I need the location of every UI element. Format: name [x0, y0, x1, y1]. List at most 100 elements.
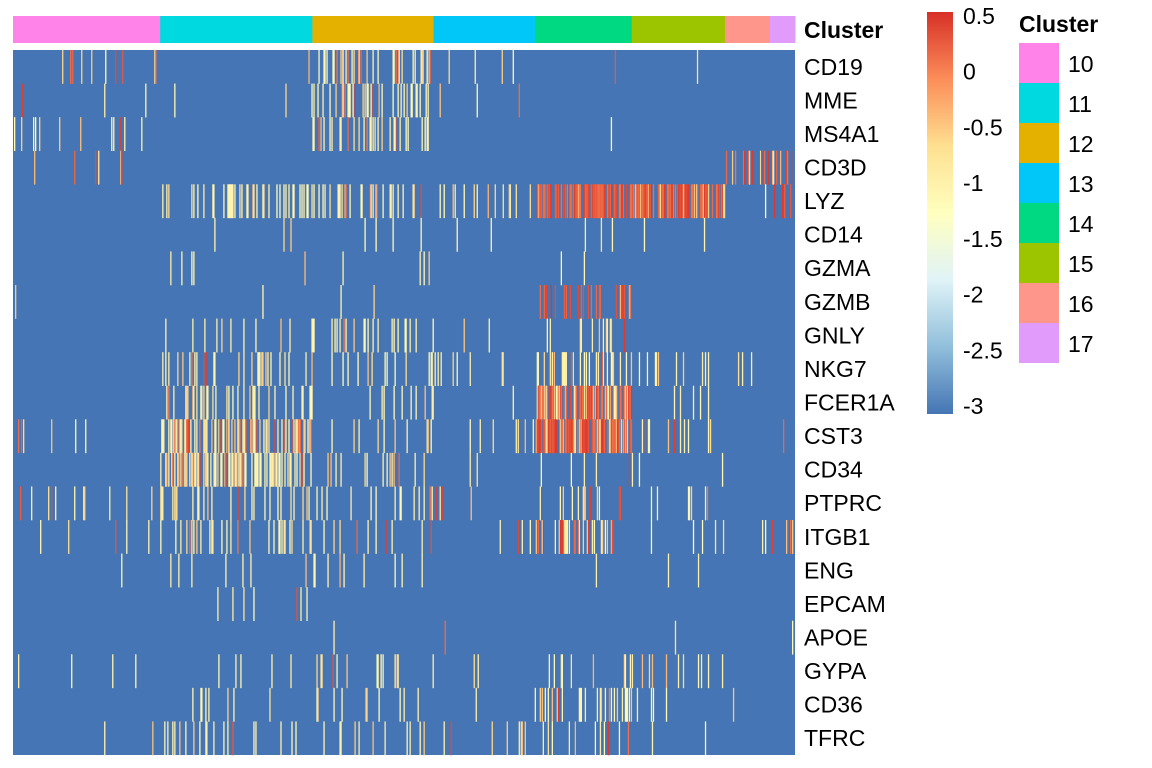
heatmap-cell [551, 352, 553, 387]
heatmap-cell [786, 150, 789, 185]
heatmap-cell [606, 184, 609, 219]
heatmap-cell [197, 452, 199, 487]
heatmap-cell [602, 352, 605, 387]
heatmap-cell [307, 419, 309, 454]
heatmap-cell [71, 654, 73, 689]
heatmap-cell [562, 486, 565, 521]
heatmap-cell [576, 419, 579, 454]
heatmap-cell [473, 184, 475, 219]
heatmap-cell [80, 117, 82, 152]
heatmap-cell [239, 419, 241, 454]
heatmap-cell [721, 452, 724, 487]
heatmap-cell [215, 385, 217, 420]
heatmap-cell [574, 520, 577, 554]
legend-label: 14 [1068, 211, 1094, 237]
heatmap-cell [597, 184, 600, 219]
heatmap-cell [565, 419, 568, 454]
heatmap-cell [311, 352, 313, 387]
heatmap-cell [186, 452, 188, 487]
heatmap-cell [539, 285, 541, 319]
heatmap-cell [338, 184, 340, 219]
heatmap-cell [235, 452, 237, 487]
heatmap-cell [212, 184, 214, 219]
heatmap-cell [327, 553, 329, 588]
heatmap-cell [296, 452, 298, 487]
heatmap-cell [401, 50, 403, 84]
heatmap-cell [616, 385, 619, 420]
heatmap-cell [160, 452, 162, 487]
heatmap-cell [285, 419, 287, 454]
heatmap-cell [214, 217, 216, 252]
heatmap-cell [198, 452, 200, 487]
heatmap-cell [393, 318, 395, 353]
heatmap-cell [290, 217, 292, 252]
heatmap-cell [586, 520, 589, 554]
heatmap-cell [536, 385, 538, 420]
heatmap-cell [623, 318, 626, 353]
heatmap-cell [392, 184, 394, 219]
heatmap-cell [550, 285, 552, 319]
heatmap-cell [280, 721, 282, 756]
heatmap-cell [331, 419, 333, 454]
heatmap-cell [542, 184, 544, 219]
heatmap-cell [561, 352, 564, 387]
heatmap-cell [298, 419, 300, 454]
heatmap-cell [332, 654, 334, 689]
heatmap-cell [199, 419, 201, 454]
heatmap-cell [277, 486, 279, 521]
heatmap-cell [115, 520, 117, 554]
heatmap-cell [340, 452, 342, 487]
heatmap-cell [81, 50, 83, 84]
heatmap-cell [238, 352, 240, 387]
colorbar-tick-label: -2.5 [963, 337, 1003, 363]
heatmap-cell [271, 654, 273, 689]
heatmap-cell [291, 520, 293, 554]
heatmap-cell [545, 419, 547, 454]
heatmap-cell [561, 419, 564, 454]
heatmap-cell [725, 150, 728, 185]
heatmap-cell [301, 385, 303, 420]
heatmap-cell [546, 419, 548, 454]
heatmap-cell [428, 50, 430, 84]
heatmap-cell [599, 184, 602, 219]
heatmap-cell [781, 184, 784, 219]
heatmap-cell [393, 50, 395, 84]
heatmap-cell [263, 184, 265, 219]
heatmap-cell [628, 285, 631, 319]
heatmap-cell [701, 352, 704, 387]
heatmap-cell [347, 83, 349, 118]
heatmap-cell [294, 452, 296, 487]
heatmap-cell [170, 553, 172, 588]
heatmap-cell [731, 150, 734, 185]
heatmap-cell [760, 150, 763, 185]
heatmap-cell [577, 285, 580, 319]
heatmap-cell [75, 419, 77, 454]
heatmap-cell [584, 217, 587, 252]
heatmap-cell [238, 452, 240, 487]
annotation-title: Cluster [804, 17, 883, 43]
heatmap-cell [314, 553, 316, 588]
heatmap-cell [764, 184, 767, 219]
heatmap-cell [562, 419, 565, 454]
heatmap-cell [663, 184, 666, 219]
heatmap-cell [230, 184, 232, 219]
heatmap-cell [619, 285, 622, 319]
cluster-legend-title: Cluster [1019, 11, 1098, 37]
heatmap-cell [329, 83, 331, 118]
heatmap-cell [658, 184, 661, 219]
heatmap-cell [554, 419, 556, 454]
heatmap-cell [403, 687, 405, 722]
heatmap-cell [610, 385, 613, 420]
heatmap-cell [619, 352, 622, 387]
heatmap-cell [593, 520, 596, 554]
heatmap-cell [333, 520, 335, 554]
heatmap-cell [120, 150, 122, 185]
heatmap-cell [432, 654, 434, 689]
heatmap-cell [568, 520, 571, 554]
heatmap-cell [396, 117, 398, 152]
heatmap-cell [346, 654, 348, 689]
heatmap-cell [302, 486, 304, 521]
heatmap-cell [553, 654, 555, 689]
heatmap-cell [549, 352, 551, 387]
heatmap-cell [402, 184, 404, 219]
